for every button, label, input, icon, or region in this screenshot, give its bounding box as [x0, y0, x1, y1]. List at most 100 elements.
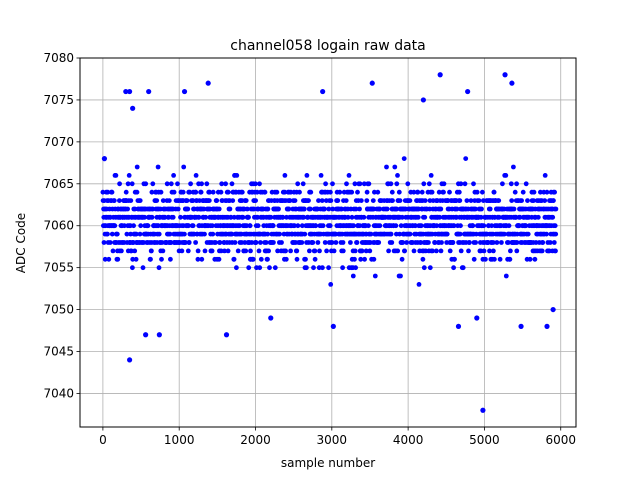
data-point	[150, 206, 156, 212]
data-point	[458, 181, 464, 187]
data-point	[171, 173, 177, 178]
data-point	[167, 231, 173, 237]
data-point	[343, 198, 349, 204]
data-point	[375, 189, 381, 195]
data-point	[246, 265, 252, 271]
data-point	[398, 223, 404, 229]
data-point	[257, 265, 263, 271]
data-point	[322, 240, 328, 245]
outlier-point	[544, 323, 550, 329]
data-point	[201, 206, 207, 212]
y-tick-label: 7065	[43, 177, 74, 191]
data-point	[240, 214, 246, 220]
data-point	[358, 256, 364, 262]
data-point	[395, 248, 401, 254]
data-point	[306, 198, 311, 204]
data-point	[427, 265, 433, 271]
data-point	[196, 214, 202, 220]
data-point	[466, 248, 471, 254]
data-point	[361, 181, 367, 187]
data-point	[178, 214, 183, 220]
data-point	[411, 248, 417, 254]
data-point	[232, 240, 238, 245]
data-point	[105, 231, 110, 237]
data-point	[186, 240, 192, 245]
outlier-point	[101, 156, 108, 162]
data-point	[209, 223, 215, 229]
data-point	[481, 248, 487, 254]
data-point	[551, 198, 556, 204]
data-point	[203, 214, 209, 220]
data-point	[551, 240, 557, 245]
outlier-point	[330, 323, 336, 329]
data-point	[318, 173, 324, 178]
data-point	[519, 198, 524, 204]
data-point	[394, 206, 399, 212]
data-point	[331, 248, 337, 254]
data-point	[128, 198, 134, 204]
data-point	[168, 240, 174, 245]
data-point	[199, 256, 205, 262]
data-point	[310, 240, 316, 245]
data-point	[132, 248, 138, 254]
data-point	[106, 256, 112, 262]
data-point	[111, 198, 117, 204]
data-point	[462, 181, 468, 187]
y-tick-label: 7060	[43, 219, 74, 233]
data-point	[355, 189, 360, 195]
data-point	[401, 156, 407, 162]
data-point	[199, 181, 205, 187]
data-point	[509, 198, 515, 204]
data-point	[223, 181, 229, 187]
data-point	[114, 231, 120, 237]
data-point	[377, 223, 383, 229]
data-point	[357, 181, 363, 187]
data-point	[458, 248, 464, 254]
chart-title: channel058 logain raw data	[230, 38, 425, 54]
data-point	[507, 256, 513, 262]
data-point	[339, 206, 344, 212]
data-point	[243, 198, 249, 204]
data-point	[250, 256, 256, 262]
data-point	[386, 248, 391, 254]
outlier-point	[550, 306, 556, 313]
data-point	[470, 223, 476, 229]
data-point	[287, 198, 293, 204]
data-point	[457, 231, 463, 237]
data-point	[479, 206, 484, 212]
data-point	[166, 198, 172, 204]
data-point	[322, 206, 327, 212]
data-point	[265, 206, 271, 212]
data-point	[429, 189, 435, 195]
plot-frame	[79, 57, 577, 428]
data-point	[227, 206, 233, 212]
outlier-point	[156, 332, 162, 338]
data-point	[276, 206, 281, 212]
data-point	[256, 248, 262, 254]
data-point	[438, 248, 444, 254]
data-point	[531, 189, 537, 195]
data-point	[117, 181, 122, 187]
data-point	[209, 248, 215, 254]
outlier-point	[146, 88, 152, 95]
data-point	[483, 256, 488, 262]
data-point	[473, 206, 478, 212]
data-point	[514, 240, 520, 245]
data-point	[434, 223, 440, 229]
data-point	[267, 265, 272, 271]
data-point	[122, 223, 127, 229]
data-point	[234, 265, 239, 271]
data-point	[517, 214, 523, 220]
data-point	[415, 214, 421, 220]
data-point	[279, 240, 284, 245]
data-point	[366, 223, 371, 229]
data-point	[397, 198, 403, 204]
data-point	[266, 248, 271, 254]
data-point	[354, 240, 360, 245]
data-point	[372, 189, 377, 195]
data-point	[471, 256, 477, 262]
data-point	[299, 240, 305, 245]
data-point	[294, 248, 300, 254]
data-point	[432, 240, 438, 245]
